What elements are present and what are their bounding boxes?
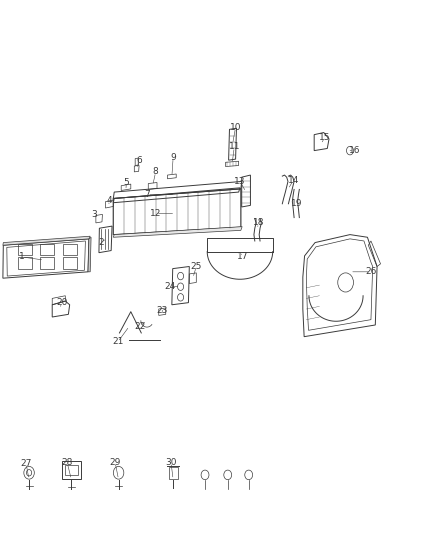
Text: 15: 15 bbox=[319, 133, 330, 142]
Text: 20: 20 bbox=[56, 298, 67, 307]
Text: 26: 26 bbox=[365, 268, 377, 276]
Text: 1: 1 bbox=[19, 253, 25, 261]
Text: 3: 3 bbox=[92, 210, 97, 219]
Text: 7: 7 bbox=[144, 190, 150, 199]
Polygon shape bbox=[88, 237, 91, 272]
Text: 19: 19 bbox=[291, 199, 303, 208]
Text: 25: 25 bbox=[191, 262, 202, 271]
Text: 18: 18 bbox=[253, 219, 264, 228]
Text: 2: 2 bbox=[98, 238, 104, 247]
Text: 8: 8 bbox=[153, 167, 159, 176]
Text: 21: 21 bbox=[112, 337, 124, 346]
Text: 14: 14 bbox=[287, 176, 299, 185]
Text: 11: 11 bbox=[229, 142, 240, 151]
Text: 17: 17 bbox=[237, 253, 249, 261]
Text: 13: 13 bbox=[234, 177, 246, 186]
Text: 28: 28 bbox=[61, 458, 73, 466]
Text: 29: 29 bbox=[110, 458, 121, 466]
Text: 4: 4 bbox=[106, 196, 112, 205]
Text: 23: 23 bbox=[156, 305, 168, 314]
Polygon shape bbox=[3, 236, 90, 245]
Text: 5: 5 bbox=[124, 178, 129, 187]
Text: 12: 12 bbox=[150, 209, 161, 218]
Text: 24: 24 bbox=[165, 282, 176, 291]
Text: 16: 16 bbox=[349, 146, 360, 155]
Polygon shape bbox=[113, 227, 242, 237]
Text: 9: 9 bbox=[170, 153, 176, 162]
Text: 30: 30 bbox=[165, 458, 177, 466]
Text: 27: 27 bbox=[20, 459, 32, 467]
Text: 22: 22 bbox=[134, 321, 145, 330]
Text: 6: 6 bbox=[137, 156, 142, 165]
Text: 10: 10 bbox=[230, 123, 241, 132]
